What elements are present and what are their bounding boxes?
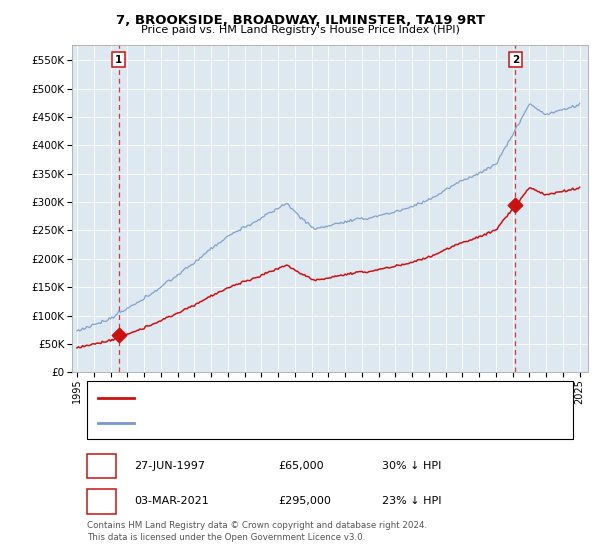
Text: 30% ↓ HPI: 30% ↓ HPI xyxy=(382,461,441,471)
FancyBboxPatch shape xyxy=(88,381,572,440)
Text: 7, BROOKSIDE, BROADWAY, ILMINSTER, TA19 9RT: 7, BROOKSIDE, BROADWAY, ILMINSTER, TA19 … xyxy=(115,14,485,27)
Point xyxy=(511,200,520,209)
Text: Contains HM Land Registry data © Crown copyright and database right 2024.
This d: Contains HM Land Registry data © Crown c… xyxy=(88,521,428,542)
Text: 23% ↓ HPI: 23% ↓ HPI xyxy=(382,496,441,506)
FancyBboxPatch shape xyxy=(88,489,116,514)
Text: 7, BROOKSIDE, BROADWAY, ILMINSTER, TA19 9RT (detached house): 7, BROOKSIDE, BROADWAY, ILMINSTER, TA19 … xyxy=(144,393,476,403)
Text: 1: 1 xyxy=(115,54,122,64)
Text: 03-MAR-2021: 03-MAR-2021 xyxy=(134,496,209,506)
Text: 2: 2 xyxy=(512,54,519,64)
Text: HPI: Average price, detached house, Somerset: HPI: Average price, detached house, Some… xyxy=(144,418,371,428)
FancyBboxPatch shape xyxy=(88,454,116,478)
Text: £295,000: £295,000 xyxy=(278,496,331,506)
Text: £65,000: £65,000 xyxy=(278,461,324,471)
Text: 2: 2 xyxy=(98,496,106,506)
Text: 1: 1 xyxy=(98,461,106,471)
Text: Price paid vs. HM Land Registry's House Price Index (HPI): Price paid vs. HM Land Registry's House … xyxy=(140,25,460,35)
Point xyxy=(114,331,124,340)
Text: 27-JUN-1997: 27-JUN-1997 xyxy=(134,461,205,471)
